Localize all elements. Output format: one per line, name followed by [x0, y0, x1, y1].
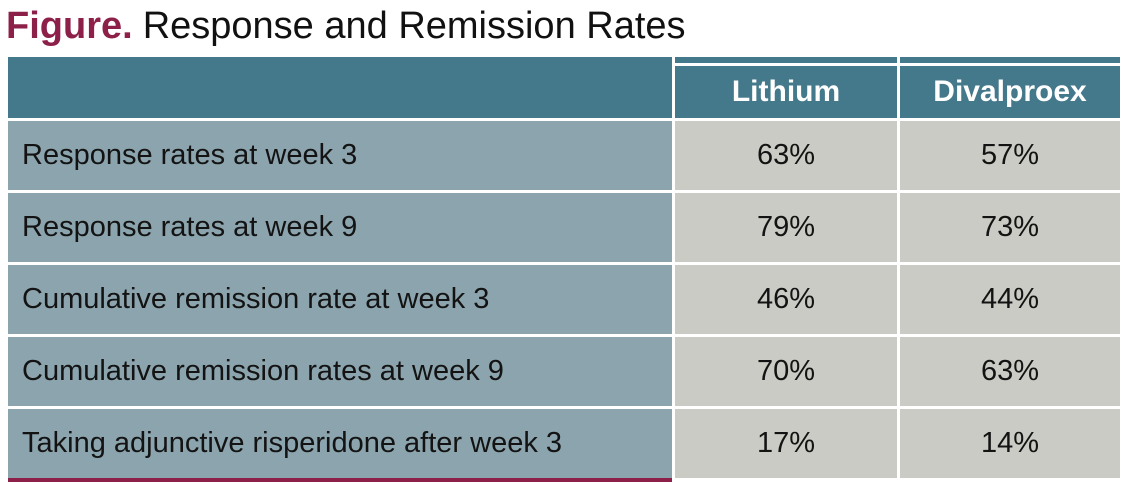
- lithium-value: 46%: [675, 265, 897, 334]
- lithium-value: 17%: [675, 409, 897, 478]
- divalproex-value: 14%: [900, 409, 1120, 478]
- divalproex-value: 44%: [900, 265, 1120, 334]
- header-corner-cell: [8, 57, 672, 118]
- header-top-strip-lithium: [675, 57, 897, 63]
- row-label: Cumulative remission rates at week 9: [8, 337, 672, 406]
- figure-title-text: Response and Remission Rates: [142, 5, 686, 47]
- divalproex-value: 73%: [900, 193, 1120, 262]
- row-label: Taking adjunctive risperidone after week…: [8, 409, 672, 478]
- column-header-lithium: Lithium: [675, 66, 897, 118]
- response-remission-table: Lithium Divalproex Response rates at wee…: [8, 57, 1120, 478]
- figure-title: Figure. Response and Remission Rates: [0, 0, 1128, 57]
- bottom-accent-bar: [8, 478, 672, 482]
- divalproex-value: 63%: [900, 337, 1120, 406]
- lithium-value: 79%: [675, 193, 897, 262]
- row-label: Cumulative remission rate at week 3: [8, 265, 672, 334]
- lithium-value: 63%: [675, 121, 897, 190]
- lithium-value: 70%: [675, 337, 897, 406]
- row-label: Response rates at week 9: [8, 193, 672, 262]
- header-top-strip-divalproex: [900, 57, 1120, 63]
- figure-label: Figure.: [6, 5, 133, 47]
- divalproex-value: 57%: [900, 121, 1120, 190]
- row-label: Response rates at week 3: [8, 121, 672, 190]
- column-header-divalproex: Divalproex: [900, 66, 1120, 118]
